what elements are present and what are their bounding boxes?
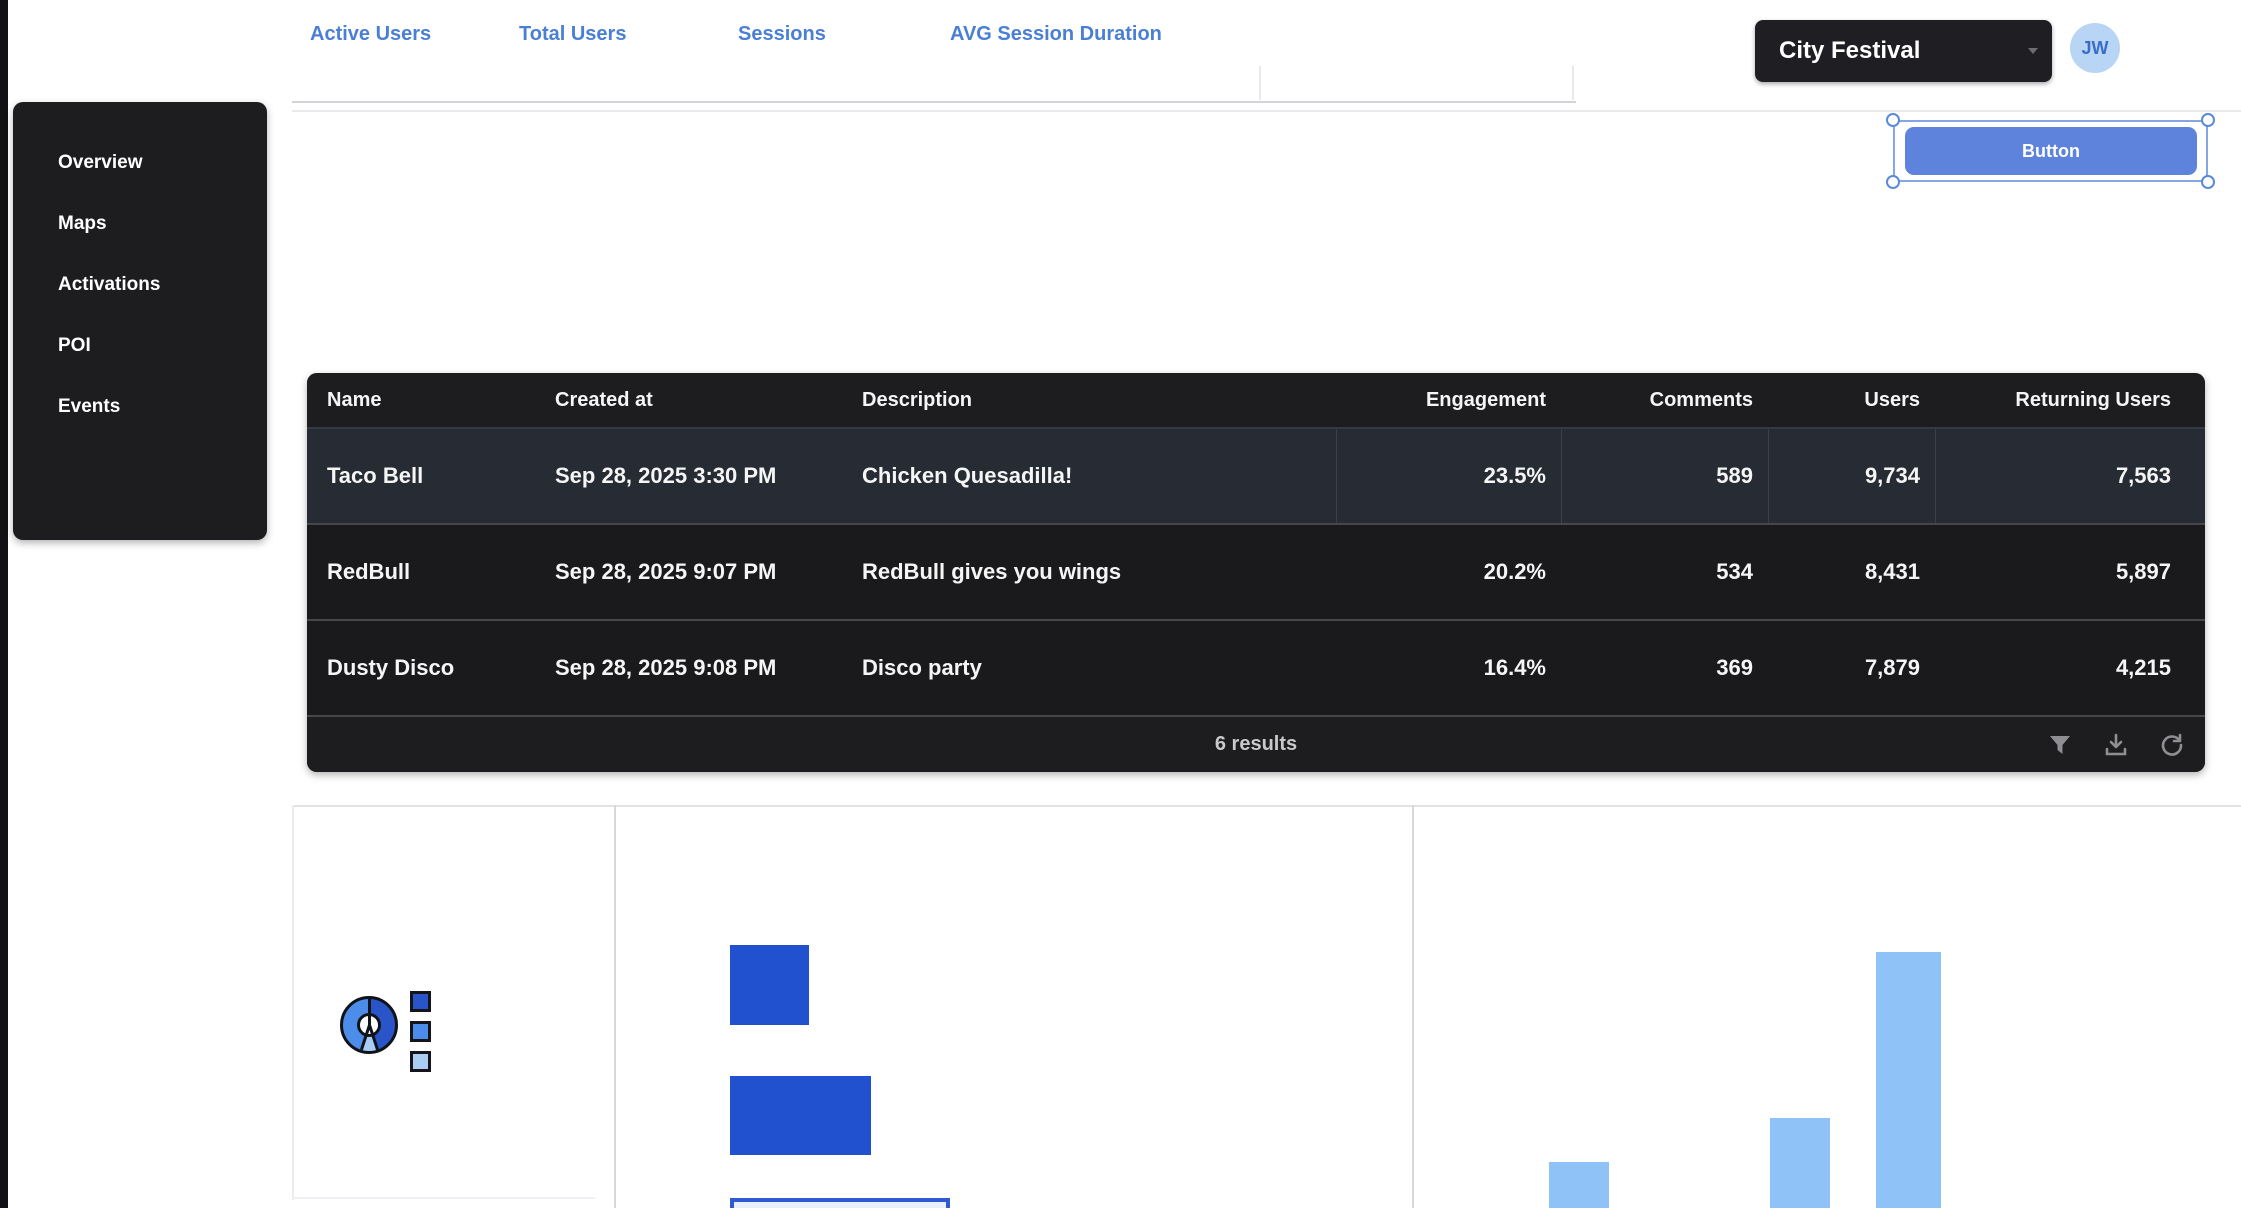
column-header-engagement[interactable]: Engagement bbox=[1336, 389, 1561, 412]
hbar-2 bbox=[730, 1076, 871, 1155]
column-header-created-at[interactable]: Created at bbox=[555, 389, 862, 412]
legend-swatch-dark-blue bbox=[410, 991, 431, 1012]
sidebar-item-overview[interactable]: Overview bbox=[13, 132, 267, 193]
panel-divider-mid-right bbox=[1412, 805, 1414, 1208]
sidebar-item-events[interactable]: Events bbox=[13, 376, 267, 437]
project-selector[interactable]: City Festival bbox=[1755, 20, 2052, 82]
column-header-users[interactable]: Users bbox=[1768, 389, 1935, 412]
cell-description: Disco party bbox=[862, 655, 1336, 681]
left-edge-strip bbox=[0, 0, 8, 1208]
table-header-row: Name Created at Description Engagement C… bbox=[307, 373, 2205, 427]
vbar-1 bbox=[1549, 1162, 1609, 1208]
tab-total-users[interactable]: Total Users bbox=[519, 20, 626, 48]
legend-swatch-light-blue bbox=[410, 1051, 431, 1072]
selection-handle-top-right[interactable] bbox=[2201, 113, 2215, 127]
header-column-divider bbox=[1259, 66, 1261, 100]
filter-icon[interactable] bbox=[2047, 732, 2073, 758]
vbar-2 bbox=[1770, 1118, 1830, 1208]
sidebar: Overview Maps Activations POI Events bbox=[13, 102, 267, 540]
cell-name: RedBull bbox=[307, 559, 555, 585]
download-icon[interactable] bbox=[2103, 732, 2129, 758]
panel-divider-mid-left bbox=[614, 805, 616, 1208]
cell-name: Dusty Disco bbox=[307, 655, 555, 681]
charts-section-divider bbox=[292, 805, 2241, 807]
donut-panel-baseline bbox=[292, 1197, 595, 1199]
cell-comments: 369 bbox=[1561, 655, 1768, 681]
header-column-divider bbox=[1572, 66, 1574, 100]
cell-users: 8,431 bbox=[1768, 559, 1935, 585]
selection-handle-bottom-right[interactable] bbox=[2201, 175, 2215, 189]
sidebar-item-activations[interactable]: Activations bbox=[13, 254, 267, 315]
tab-sessions[interactable]: Sessions bbox=[738, 20, 826, 48]
app-window: Active Users Total Users Sessions AVG Se… bbox=[0, 0, 2241, 1208]
cell-returning-users: 4,215 bbox=[1935, 655, 2205, 681]
donut-segment-separator bbox=[368, 999, 371, 1025]
results-count: 6 results bbox=[307, 717, 2205, 772]
table-row[interactable]: Taco Bell Sep 28, 2025 3:30 PM Chicken Q… bbox=[307, 427, 2205, 523]
cell-created-at: Sep 28, 2025 9:08 PM bbox=[555, 655, 862, 681]
header-divider-line-2 bbox=[292, 110, 2241, 112]
cell-name: Taco Bell bbox=[307, 463, 555, 489]
cell-returning-users: 5,897 bbox=[1935, 559, 2205, 585]
cell-description: RedBull gives you wings bbox=[862, 559, 1336, 585]
cell-comments: 589 bbox=[1561, 429, 1768, 523]
selection-handle-top-left[interactable] bbox=[1886, 113, 1900, 127]
cell-engagement: 16.4% bbox=[1336, 655, 1561, 681]
cell-created-at: Sep 28, 2025 9:07 PM bbox=[555, 559, 862, 585]
cell-users: 9,734 bbox=[1768, 429, 1935, 523]
panel-divider-left bbox=[292, 805, 294, 1200]
column-header-description[interactable]: Description bbox=[862, 389, 1336, 412]
hbar-1 bbox=[730, 945, 809, 1025]
refresh-icon[interactable] bbox=[2159, 732, 2185, 758]
sidebar-item-maps[interactable]: Maps bbox=[13, 193, 267, 254]
table-footer: 6 results bbox=[307, 715, 2205, 772]
sidebar-item-poi[interactable]: POI bbox=[13, 315, 267, 376]
tab-avg-session-duration[interactable]: AVG Session Duration bbox=[950, 20, 1162, 48]
legend-swatch-medium-blue bbox=[410, 1021, 431, 1042]
column-header-returning-users[interactable]: Returning Users bbox=[1935, 389, 2205, 412]
vbar-3 bbox=[1876, 952, 1941, 1208]
table-row[interactable]: Dusty Disco Sep 28, 2025 9:08 PM Disco p… bbox=[307, 619, 2205, 715]
selection-handle-bottom-left[interactable] bbox=[1886, 175, 1900, 189]
cell-engagement: 20.2% bbox=[1336, 559, 1561, 585]
cell-engagement: 23.5% bbox=[1336, 429, 1561, 523]
activations-table: Name Created at Description Engagement C… bbox=[307, 373, 2205, 772]
cell-description: Chicken Quesadilla! bbox=[862, 463, 1336, 489]
column-header-name[interactable]: Name bbox=[307, 389, 555, 412]
chevron-down-icon bbox=[2028, 48, 2038, 54]
hbar-3-partial bbox=[730, 1198, 950, 1208]
avatar[interactable]: JW bbox=[2070, 23, 2120, 73]
cell-users: 7,879 bbox=[1768, 655, 1935, 681]
cell-created-at: Sep 28, 2025 3:30 PM bbox=[555, 463, 862, 489]
cell-returning-users: 7,563 bbox=[1935, 429, 2205, 523]
canvas-button[interactable]: Button bbox=[1905, 127, 2197, 175]
cell-comments: 534 bbox=[1561, 559, 1768, 585]
donut-chart bbox=[340, 996, 398, 1054]
header-divider-line bbox=[292, 101, 1576, 103]
tab-active-users[interactable]: Active Users bbox=[310, 20, 431, 48]
table-row[interactable]: RedBull Sep 28, 2025 9:07 PM RedBull giv… bbox=[307, 523, 2205, 619]
column-header-comments[interactable]: Comments bbox=[1561, 389, 1768, 412]
